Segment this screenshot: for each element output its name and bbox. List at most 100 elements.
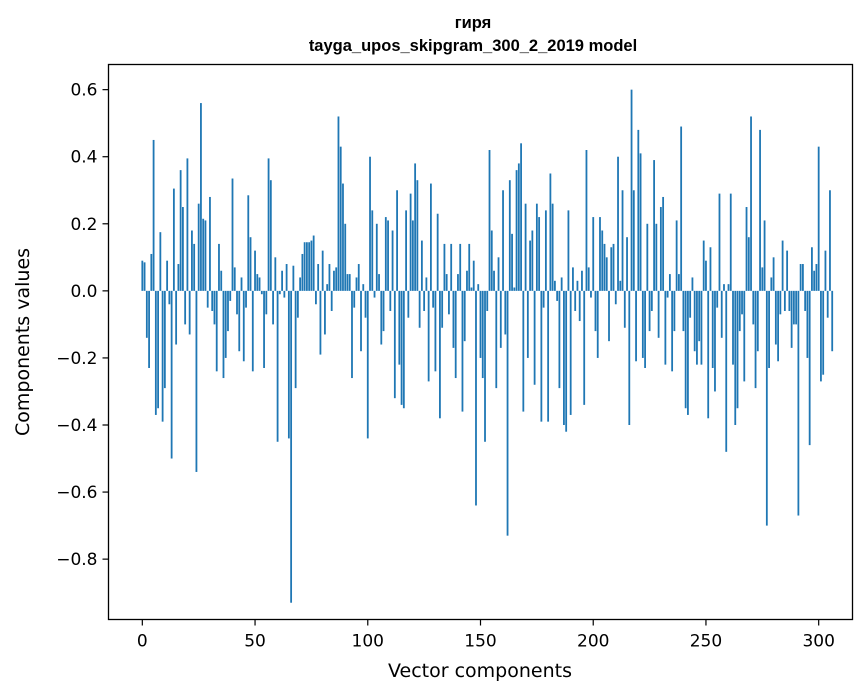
bar [475,290,477,506]
bar [337,116,340,291]
bar [811,247,813,291]
bar [484,290,486,442]
bar [750,116,752,291]
x-tick-label: 50 [244,632,266,652]
bar [603,243,606,291]
bar [378,274,380,291]
bar [630,89,633,291]
bar [477,284,480,291]
x-tick-label: 100 [352,632,384,652]
bar [689,290,692,318]
bar [441,290,444,328]
bar [387,220,389,291]
bar [393,290,396,399]
bar [479,290,482,358]
bar [729,193,732,291]
bar [590,290,592,298]
bar [790,290,793,348]
bar [612,243,615,291]
bar [326,284,329,291]
bar [204,220,207,291]
y-axis-ticks: −0.8 −0.6 −0.4 −0.2 0.0 0.2 0.4 0.6 [56,81,109,570]
bar [610,247,613,291]
bar [303,242,306,291]
bar [299,277,302,291]
bar [664,290,667,365]
y-tick-label: 0.2 [70,215,97,235]
bar [594,290,597,332]
bar [186,158,189,291]
bar [177,264,180,291]
bar [802,264,804,291]
bar [443,243,446,291]
bar [396,190,398,291]
bar [770,277,773,291]
y-axis-label: Components values [12,248,34,436]
bar [533,290,536,385]
bar [524,203,527,291]
bar [549,173,552,291]
bar [466,270,468,291]
bar [488,150,491,291]
bar [511,233,513,291]
bar [400,290,403,405]
bar [804,290,807,311]
bar [587,267,590,291]
bar [436,213,439,291]
y-tick-label: −0.4 [56,416,97,436]
bar [351,290,353,379]
bar [774,290,777,345]
bar [756,290,759,352]
bar [258,277,261,291]
bar [159,232,162,291]
bar [687,290,689,415]
bar [725,290,728,452]
bar [172,188,175,291]
bar [574,290,577,311]
bar [209,196,211,291]
bar [786,250,789,291]
bar [375,223,378,291]
bar [468,243,471,291]
bar [831,290,834,352]
bar [371,210,374,291]
bar [254,250,256,291]
bar [673,290,676,332]
bar [454,290,457,379]
bar [526,290,529,358]
bar [448,290,450,315]
bar [558,290,561,389]
bar [806,290,809,358]
bar [628,290,631,425]
bar [576,280,579,291]
bar [342,183,344,291]
bar [817,146,820,291]
bar [777,290,779,362]
bar [294,290,297,389]
bar [233,267,236,291]
bar [824,250,827,291]
bar [461,290,464,412]
bar [222,290,225,379]
bar [826,290,829,318]
bar [490,230,493,291]
bar [382,290,385,332]
bar [161,290,164,422]
bar [560,277,563,291]
bar [716,290,719,308]
bar [472,260,475,291]
bar [240,277,243,291]
bar [267,158,270,291]
bar [637,129,640,291]
bar [617,156,619,291]
bar [639,153,642,291]
bar [197,203,200,291]
bar [274,257,277,291]
bar [402,290,405,409]
bar [236,290,238,315]
bar [296,290,299,318]
bar [763,220,766,291]
bar [741,290,743,315]
bar [563,290,565,425]
bar [405,210,407,291]
